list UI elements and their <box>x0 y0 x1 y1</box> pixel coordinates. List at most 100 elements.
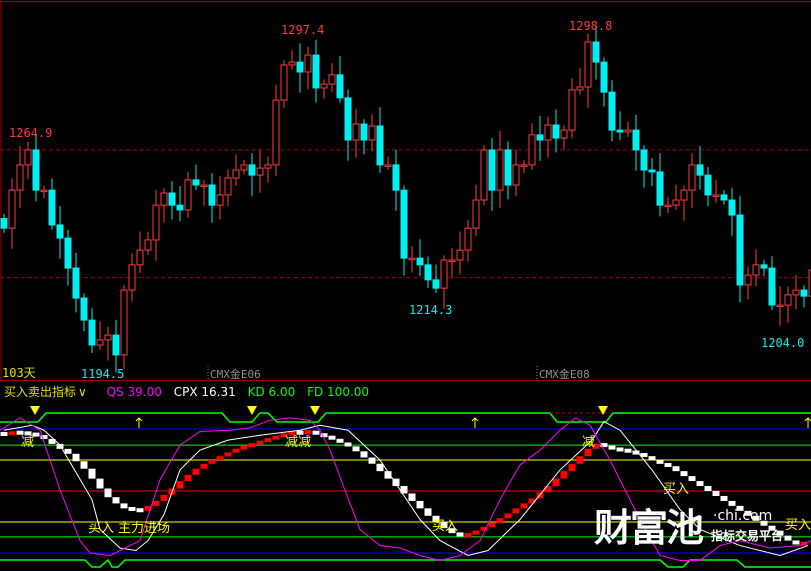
candle <box>176 186 184 222</box>
candle <box>728 188 736 236</box>
indicator-block <box>128 506 136 511</box>
candle <box>712 179 720 203</box>
candle-body <box>680 189 688 201</box>
candle <box>296 43 304 93</box>
candle-body <box>56 224 64 239</box>
candle-body <box>704 174 712 196</box>
indicator-block <box>352 446 360 452</box>
indicator-block <box>384 471 392 479</box>
candle <box>632 114 640 171</box>
watermark-brand: 财富池 <box>594 506 704 550</box>
candle <box>264 156 272 183</box>
indicator-block <box>624 448 632 453</box>
indicator-block <box>184 474 192 482</box>
indicator-block <box>648 456 656 461</box>
legend-value: 6.00 <box>268 385 296 399</box>
candle <box>240 160 248 175</box>
indicator-block <box>248 443 256 448</box>
indicator-block <box>712 491 720 496</box>
indicator-block <box>680 471 688 477</box>
indicator-block <box>144 505 152 511</box>
candle-body <box>64 237 72 269</box>
candle-body <box>512 164 520 186</box>
candle <box>528 123 536 170</box>
indicator-block <box>88 468 96 479</box>
candle <box>32 134 40 202</box>
candle <box>208 173 216 223</box>
indicator-block <box>368 457 376 464</box>
indicator-block <box>560 471 568 479</box>
indicator-block <box>528 498 536 504</box>
candle-body <box>256 167 264 176</box>
candle-body <box>400 189 408 259</box>
candle <box>72 252 80 313</box>
indicator-block <box>520 503 528 509</box>
high-label-2: 1297.4 <box>281 23 325 37</box>
indicator-block <box>120 503 128 509</box>
candle-body <box>320 83 328 89</box>
candle-body <box>648 169 656 173</box>
candle-body <box>496 149 504 191</box>
candle-body <box>120 289 128 356</box>
sell-triangle-icon <box>247 406 257 415</box>
legend-qs: QS 39.00 <box>107 385 162 399</box>
candle-body <box>520 164 528 167</box>
price-candlestick-chart[interactable] <box>0 0 811 381</box>
candle <box>120 285 128 370</box>
candle <box>584 33 592 108</box>
indicator-block <box>784 535 792 541</box>
candle-body <box>72 267 80 299</box>
contract-label-2: CMX金E08 <box>539 368 590 381</box>
candle <box>704 166 712 207</box>
candle-body <box>184 179 192 211</box>
indicator-block <box>792 540 800 545</box>
up-arrow-icon <box>135 417 143 428</box>
candle-body <box>264 164 272 169</box>
candle <box>48 178 56 230</box>
candle <box>184 171 192 218</box>
candle-body <box>808 269 811 297</box>
candle-body <box>568 89 576 131</box>
candle <box>616 111 624 141</box>
candle <box>56 206 64 259</box>
candle-body <box>96 339 104 346</box>
candle <box>64 229 72 286</box>
candle-body <box>368 125 376 141</box>
chevron-down-icon: ∨ <box>78 385 87 399</box>
candle-body <box>464 227 472 251</box>
indicator-block <box>376 463 384 472</box>
candle-body <box>576 86 584 91</box>
candle-body <box>528 134 536 166</box>
indicator-block <box>192 468 200 475</box>
candle <box>256 149 264 193</box>
candle <box>568 78 576 139</box>
legend-value: 39.00 <box>127 385 162 399</box>
indicator-block <box>80 461 88 469</box>
candle-body <box>208 184 216 206</box>
candle-body <box>328 74 336 85</box>
signal-buy: 买入 <box>785 518 811 533</box>
indicator-block <box>696 481 704 487</box>
legend-cpx: CPX 16.31 <box>174 385 236 399</box>
candle-body <box>336 74 344 99</box>
candle-body <box>376 125 384 166</box>
indicator-block <box>168 488 176 495</box>
candle <box>560 125 568 150</box>
candle <box>288 50 296 70</box>
candle-body <box>24 149 32 166</box>
indicator-selector[interactable]: 买入卖出指标 ∨ <box>4 385 95 399</box>
candle-body <box>312 54 320 89</box>
indicator-block <box>544 486 552 493</box>
candle <box>360 119 368 155</box>
indicator-block <box>160 494 168 501</box>
candle <box>680 185 688 221</box>
candle-body <box>720 194 728 201</box>
candle <box>408 246 416 273</box>
indicator-block <box>408 493 416 501</box>
indicator-block <box>136 508 144 513</box>
legend-kd: KD 6.00 <box>248 385 296 399</box>
candle-body <box>792 289 800 296</box>
candle <box>784 286 792 323</box>
indicator-block <box>392 478 400 487</box>
candle-body <box>688 164 696 191</box>
